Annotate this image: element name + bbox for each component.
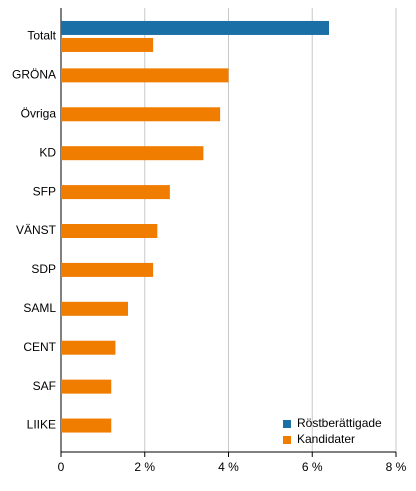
y-tick-label: SAF: [33, 379, 56, 393]
bar: [61, 185, 170, 200]
x-tick-label: 8 %: [386, 460, 407, 474]
bar: [61, 379, 112, 394]
y-tick-label: CENT: [23, 340, 56, 354]
x-tick-label: 6 %: [302, 460, 323, 474]
y-tick-label: GRÖNA: [12, 68, 56, 82]
bar: [61, 107, 221, 122]
y-tick-label: Totalt: [27, 29, 56, 43]
legend-label: Kandidater: [297, 432, 355, 446]
bar: [61, 20, 329, 35]
y-tick-label: VÄNST: [16, 223, 57, 237]
bar: [61, 37, 154, 52]
y-tick-label: Övriga: [21, 106, 57, 120]
legend-swatch: [283, 436, 291, 444]
y-tick-label: KD: [39, 145, 56, 159]
legend-label: Röstberättigade: [297, 416, 382, 430]
x-tick-label: 4 %: [218, 460, 239, 474]
y-tick-label: SFP: [33, 184, 56, 198]
y-tick-label: LIIKE: [27, 418, 56, 432]
legend-swatch: [283, 420, 291, 428]
y-tick-label: SDP: [31, 262, 56, 276]
bar: [61, 301, 128, 316]
bar: [61, 262, 154, 277]
bar: [61, 224, 158, 238]
bar: [61, 340, 116, 355]
bar: [61, 146, 204, 161]
x-tick-label: 0: [58, 460, 65, 474]
bar: [61, 68, 229, 83]
y-tick-label: SAML: [23, 301, 56, 315]
bar: [61, 418, 112, 433]
x-tick-label: 2 %: [134, 460, 155, 474]
